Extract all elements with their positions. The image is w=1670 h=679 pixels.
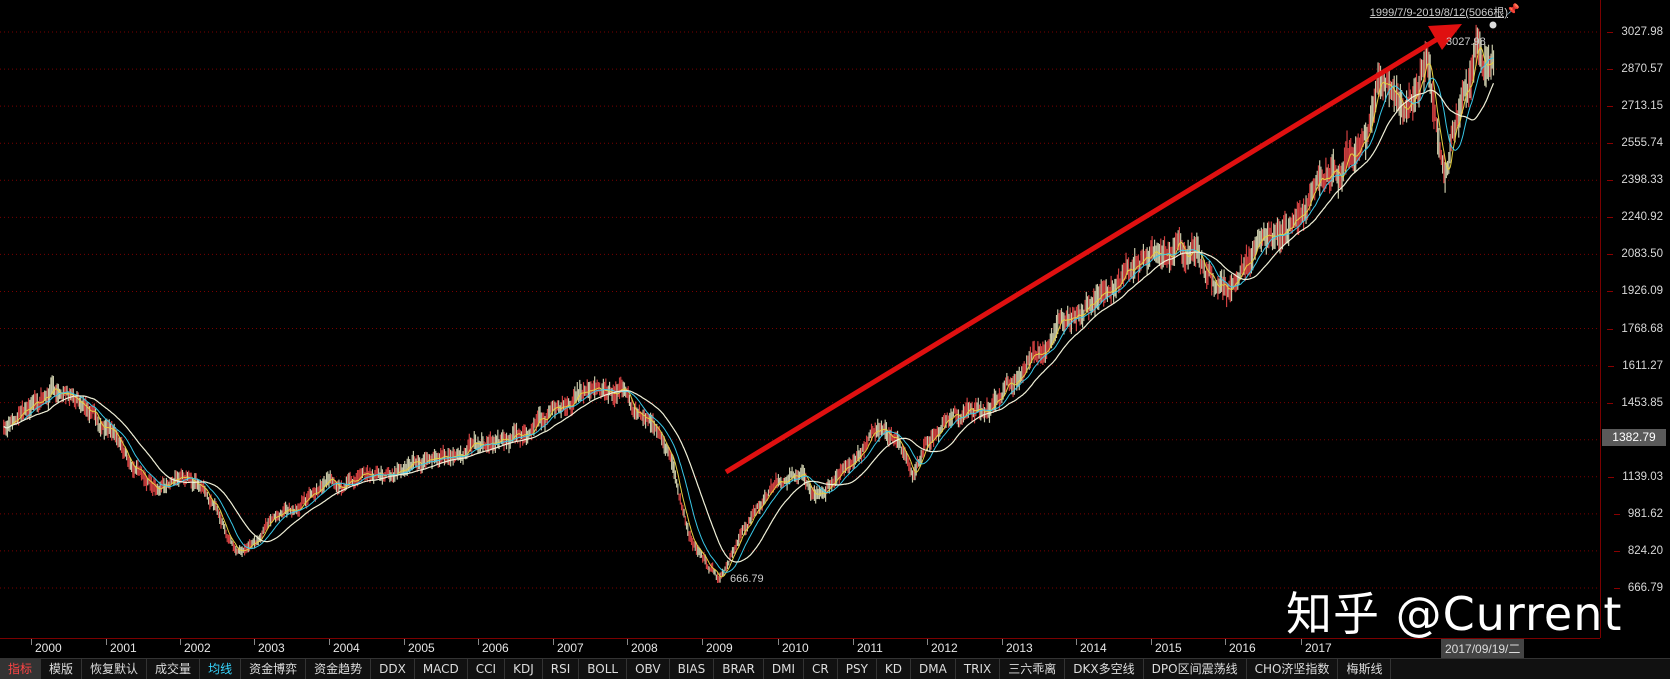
price-tick-label: 2555.74 <box>1607 137 1663 150</box>
year-tick-label: 2002 <box>180 639 211 655</box>
year-tick-label: 2013 <box>1002 639 1033 655</box>
year-tick-label: 2014 <box>1076 639 1107 655</box>
year-tick-label: 2000 <box>31 639 62 655</box>
min-price-label: 666.79 <box>730 573 764 585</box>
tab-14[interactable]: BIAS <box>670 659 715 679</box>
price-chart[interactable] <box>0 0 1600 638</box>
year-tick-label: 2015 <box>1151 639 1182 655</box>
price-tick-label: 1926.09 <box>1607 285 1663 298</box>
year-tick-label: 2017 <box>1301 639 1332 655</box>
tab-15[interactable]: BRAR <box>714 659 764 679</box>
tab-7[interactable]: DDX <box>371 659 415 679</box>
price-tick-label: 2398.33 <box>1607 174 1663 187</box>
price-tick-label: 1453.85 <box>1607 396 1663 409</box>
ma-long-line <box>3 83 1495 563</box>
price-tick-label: 1611.27 <box>1608 359 1663 372</box>
price-tick-label: 2713.15 <box>1607 100 1663 113</box>
year-tick-label: 2005 <box>404 639 435 655</box>
year-tick-label: 2010 <box>778 639 809 655</box>
price-tick-label: 824.20 <box>1613 544 1663 557</box>
price-tick-label: 2240.92 <box>1607 211 1663 224</box>
indicator-tab-bar: 指标 模版 恢复默认 成交量 均线 资金博弈 资金趋势 DDX MACD CCI KDJ RSI BOL… <box>0 658 1670 679</box>
tab-1[interactable]: 模版 <box>41 659 83 679</box>
pin-icon[interactable]: 📌 <box>1506 3 1520 16</box>
price-tick-label: 666.79 <box>1613 582 1663 594</box>
price-tick-label: 981.62 <box>1613 507 1663 520</box>
trend-arrow <box>724 32 1446 475</box>
current-price-badge: 1382.79 <box>1602 429 1666 446</box>
tab-20[interactable]: DMA <box>911 659 956 679</box>
year-tick-label: 2011 <box>853 639 883 655</box>
tab-2[interactable]: 恢复默认 <box>82 659 148 679</box>
year-tick-label: 2006 <box>478 639 509 655</box>
price-axis[interactable]: 3027.98 2870.57 2713.15 2555.74 2398.33 2240.… <box>1600 0 1670 638</box>
tab-11[interactable]: RSI <box>543 659 580 679</box>
year-tick-label: 2009 <box>702 639 733 655</box>
tab-26[interactable]: 梅斯线 <box>1338 659 1392 679</box>
tab-6[interactable]: 资金趋势 <box>306 659 372 679</box>
year-tick-label: 2008 <box>627 639 658 655</box>
ma-short-line <box>3 47 1494 578</box>
year-tick-label: 2004 <box>329 639 360 655</box>
trend-arrow-head <box>1428 24 1462 50</box>
year-tick-label: 2007 <box>553 639 584 655</box>
tab-21[interactable]: TRIX <box>956 659 1001 679</box>
tab-9[interactable]: CCI <box>468 659 506 679</box>
tab-17[interactable]: CR <box>804 659 838 679</box>
tab-10[interactable]: KDJ <box>505 659 543 679</box>
year-tick-label: 2016 <box>1225 639 1256 655</box>
price-tick-label: 2870.57 <box>1607 63 1663 76</box>
tab-16[interactable]: DMI <box>764 659 805 679</box>
year-tick-label: 2001 <box>106 639 137 655</box>
tab-18[interactable]: PSY <box>838 659 877 679</box>
chart-area[interactable]: 1999/7/9-2019/8/12(5066根) 📌 3027.98 666.… <box>0 0 1600 638</box>
tab-12[interactable]: BOLL <box>579 659 628 679</box>
max-price-label: 3027.98 <box>1446 36 1486 48</box>
tab-3[interactable]: 成交量 <box>147 659 201 679</box>
year-tick-label: 2012 <box>927 639 958 655</box>
max-marker <box>1489 21 1497 29</box>
tab-4[interactable]: 均线 <box>200 659 242 679</box>
tab-13[interactable]: OBV <box>627 659 670 679</box>
tab-22[interactable]: 三六乖离 <box>1000 659 1066 679</box>
tab-25[interactable]: CHO济坚指数 <box>1247 659 1339 679</box>
tab-8[interactable]: MACD <box>415 659 468 679</box>
watermark: 知乎 @Current <box>1286 587 1623 641</box>
time-axis[interactable]: 2000 2001 2002 2003 2004 2005 2006 2007 2008 2009… <box>0 638 1600 659</box>
tab-19[interactable]: KD <box>877 659 912 679</box>
cursor-date-label: 2017/09/19/二 <box>1441 639 1525 658</box>
price-tick-label: 3027.98 <box>1607 26 1663 38</box>
price-tick-label: 2083.50 <box>1607 248 1663 261</box>
tab-24[interactable]: DPO区间震荡线 <box>1144 659 1247 679</box>
date-range-label: 1999/7/9-2019/8/12(5066根) <box>1369 7 1508 19</box>
year-tick-label: 2003 <box>254 639 285 655</box>
price-tick-label: 1139.03 <box>1608 470 1663 483</box>
ma-mid-line <box>3 57 1494 573</box>
tab-23[interactable]: DKX多空线 <box>1065 659 1144 679</box>
tab-5[interactable]: 资金博弈 <box>241 659 307 679</box>
tab-0[interactable]: 指标 <box>0 659 42 679</box>
price-tick-label: 1768.68 <box>1607 322 1663 335</box>
